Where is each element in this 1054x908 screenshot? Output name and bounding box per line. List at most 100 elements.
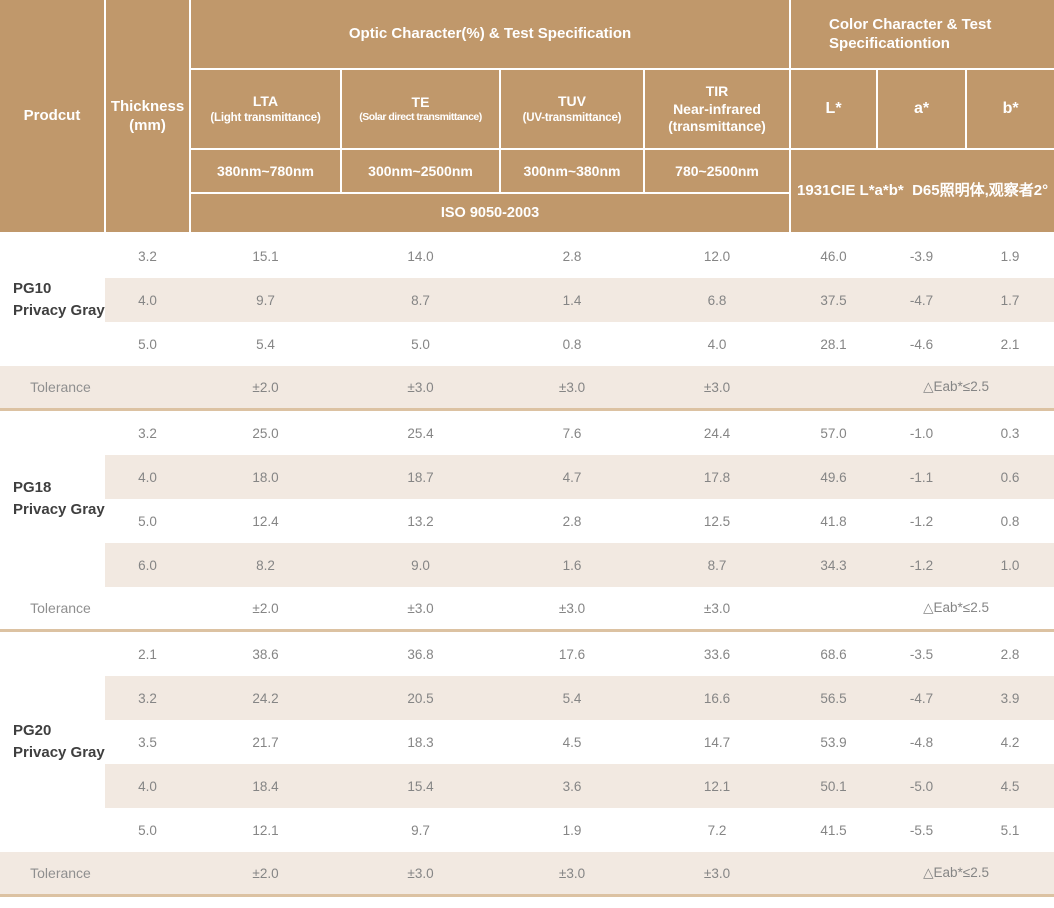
data-cell: 1.0 — [966, 543, 1054, 587]
header-iso-standard: ISO 9050-2003 — [188, 192, 792, 234]
data-cell: 38.6 — [190, 630, 341, 676]
tolerance-color-value: △Eab*≤2.5 — [790, 587, 1054, 632]
column-desc: (transmittance) — [668, 119, 766, 135]
data-cell: 36.8 — [341, 630, 500, 676]
data-cell: 33.6 — [644, 630, 791, 676]
data-cell: 2.8 — [966, 630, 1054, 676]
thickness-value: 3.5 — [105, 720, 190, 764]
data-cell: -4.7 — [877, 278, 967, 322]
tolerance-value: ±3.0 — [644, 366, 791, 411]
header-range-tir: 780~2500nm — [642, 148, 792, 194]
data-cell: 1.9 — [500, 808, 644, 852]
header-cie-note: 1931CIE L*a*b* D65照明体,观察者2° — [789, 148, 1054, 234]
table-row: PG10 Privacy Gray 3.2 15.1 14.0 2.8 12.0… — [0, 233, 1054, 366]
data-cell: 0.8 — [500, 322, 644, 366]
tolerance-empty-cell — [105, 366, 190, 411]
tolerance-value: ±3.0 — [644, 852, 791, 897]
tolerance-label: Tolerance — [0, 587, 105, 632]
table-row: 3.5 21.7 18.3 4.5 14.7 53.9 -4.8 4.2 — [0, 720, 1054, 764]
tolerance-value: ±2.0 — [190, 587, 341, 632]
column-abbr: LTA — [252, 93, 279, 110]
tolerance-color-value: △Eab*≤2.5 — [790, 366, 1054, 411]
data-cell: 24.4 — [644, 409, 791, 455]
data-cell: 57.0 — [790, 409, 878, 455]
header-col-lta: LTA (Light transmittance) — [189, 68, 342, 150]
column-desc: (Solar direct transmittance) — [359, 111, 482, 124]
column-abbr: TIR Near-infrared — [673, 83, 761, 118]
tolerance-value: ±3.0 — [500, 366, 644, 411]
data-cell: 20.5 — [341, 676, 500, 720]
product-name-pg10: PG10 Privacy Gray — [0, 233, 105, 366]
tolerance-label: Tolerance — [0, 366, 105, 411]
data-cell: 2.8 — [500, 499, 644, 543]
data-cell: 12.5 — [644, 499, 791, 543]
data-cell: 18.7 — [341, 455, 500, 499]
data-cell: 15.1 — [190, 233, 341, 278]
data-cell: 1.9 — [966, 233, 1054, 278]
data-cell: 12.1 — [190, 808, 341, 852]
data-cell: -1.0 — [877, 409, 967, 455]
table-row: PG20 Privacy Gray 2.1 38.6 36.8 17.6 33.… — [0, 630, 1054, 852]
tolerance-label: Tolerance — [0, 852, 105, 897]
header-col-astar: a* — [876, 68, 968, 150]
data-cell: -5.5 — [877, 808, 967, 852]
header-col-te: TE (Solar direct transmittance) — [340, 68, 501, 150]
thickness-value: 4.0 — [105, 278, 190, 322]
data-cell: 24.2 — [190, 676, 341, 720]
data-cell: 4.7 — [500, 455, 644, 499]
data-cell: 12.0 — [644, 233, 791, 278]
data-cell: 1.6 — [500, 543, 644, 587]
data-cell: 17.6 — [500, 630, 644, 676]
data-cell: 14.7 — [644, 720, 791, 764]
data-cell: 9.7 — [341, 808, 500, 852]
data-cell: 2.1 — [966, 322, 1054, 366]
header-row-groups: Prodcut Thickness (mm) Optic Character(%… — [0, 0, 1054, 234]
tolerance-value: ±3.0 — [644, 587, 791, 632]
table-row: 4.0 18.4 15.4 3.6 12.1 50.1 -5.0 4.5 — [0, 764, 1054, 808]
data-cell: 18.3 — [341, 720, 500, 764]
header-col-tir: TIR Near-infrared (transmittance) — [642, 68, 792, 150]
tolerance-row: Tolerance ±2.0 ±3.0 ±3.0 ±3.0 △Eab*≤2.5 — [0, 366, 1054, 411]
data-cell: 6.8 — [644, 278, 791, 322]
column-desc: (UV-transmittance) — [522, 111, 622, 124]
table-row: 5.0 5.4 5.0 0.8 4.0 28.1 -4.6 2.1 — [0, 322, 1054, 366]
table-row: 4.0 18.0 18.7 4.7 17.8 49.6 -1.1 0.6 — [0, 455, 1054, 499]
data-cell: 14.0 — [341, 233, 500, 278]
column-abbr: TUV — [558, 93, 586, 110]
data-cell: 1.7 — [966, 278, 1054, 322]
data-cell: 28.1 — [790, 322, 878, 366]
data-cell: -4.7 — [877, 676, 967, 720]
header-product: Prodcut — [0, 0, 106, 234]
data-cell: 8.7 — [341, 278, 500, 322]
header-range-te: 300nm~2500nm — [340, 148, 501, 194]
data-cell: 3.9 — [966, 676, 1054, 720]
data-cell: 34.3 — [790, 543, 878, 587]
thickness-value: 4.0 — [105, 455, 190, 499]
tolerance-value: ±2.0 — [190, 366, 341, 411]
data-cell: -3.5 — [877, 630, 967, 676]
data-cell: 5.0 — [341, 322, 500, 366]
tolerance-value: ±3.0 — [341, 366, 500, 411]
header-col-tuv: TUV (UV-transmittance) — [499, 68, 645, 150]
data-cell: 5.1 — [966, 808, 1054, 852]
thickness-value: 5.0 — [105, 499, 190, 543]
data-cell: 68.6 — [790, 630, 878, 676]
tolerance-value: ±3.0 — [500, 587, 644, 632]
data-cell: 7.6 — [500, 409, 644, 455]
data-cell: 2.8 — [500, 233, 644, 278]
data-cell: 37.5 — [790, 278, 878, 322]
data-cell: 4.2 — [966, 720, 1054, 764]
data-cell: -3.9 — [877, 233, 967, 278]
tolerance-value: ±3.0 — [500, 852, 644, 897]
header-range-tuv: 300nm~380nm — [499, 148, 645, 194]
data-cell: 53.9 — [790, 720, 878, 764]
data-cell: -1.2 — [877, 543, 967, 587]
data-cell: -4.6 — [877, 322, 967, 366]
data-cell: 12.1 — [644, 764, 791, 808]
data-cell: 4.0 — [644, 322, 791, 366]
thickness-value: 6.0 — [105, 543, 190, 587]
tolerance-value: ±3.0 — [341, 587, 500, 632]
data-cell: 17.8 — [644, 455, 791, 499]
